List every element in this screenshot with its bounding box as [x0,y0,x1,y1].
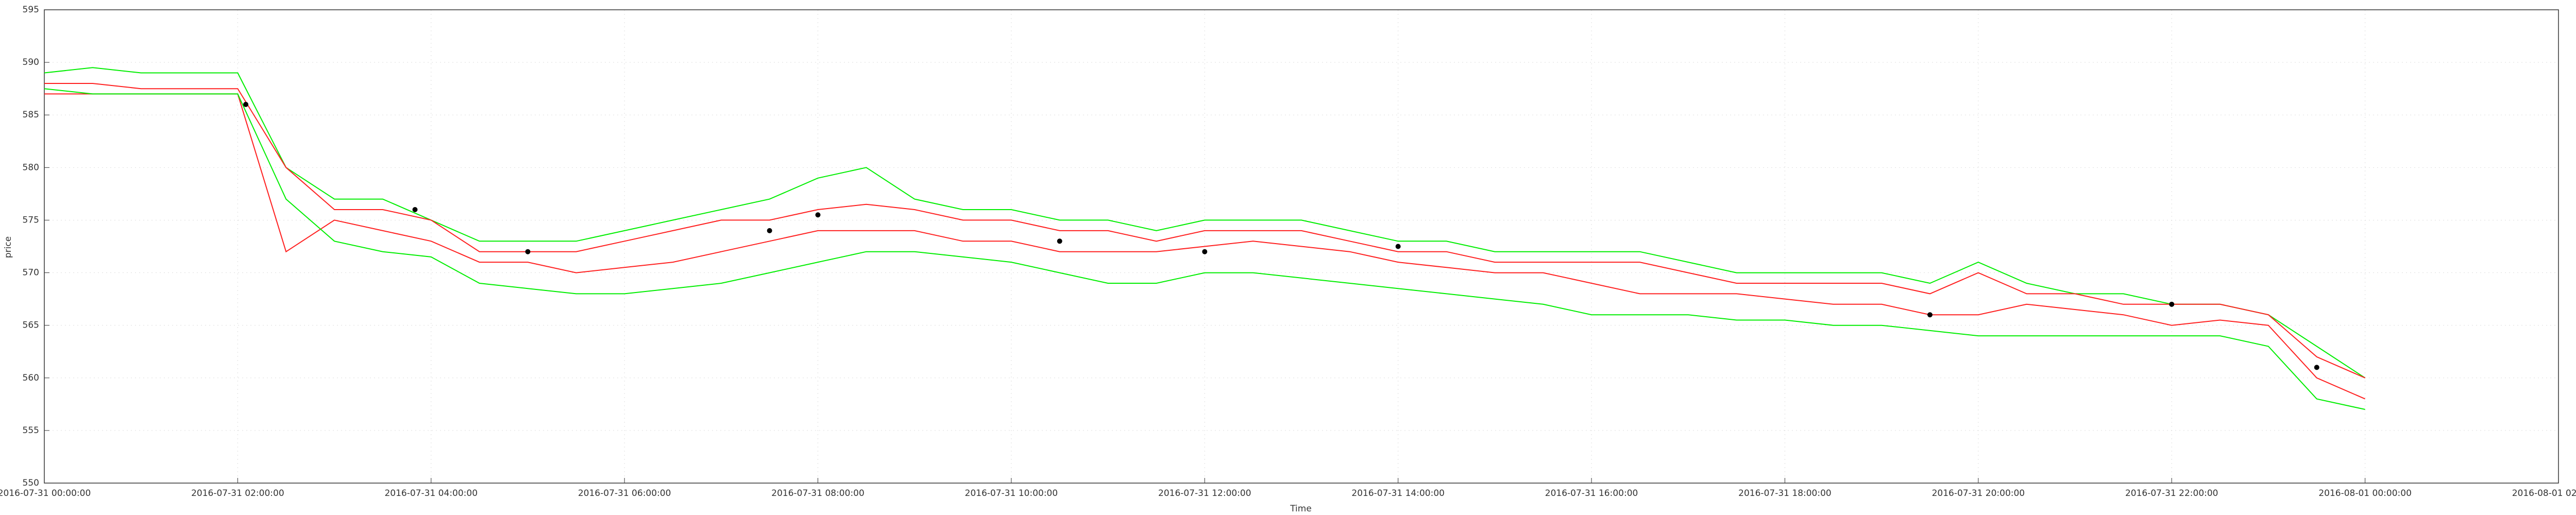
y-tick-label: 575 [23,215,39,225]
x-axis-label: Time [1290,504,1312,514]
x-tick-label: 2016-08-01 00:00:00 [2318,488,2412,499]
x-tick-label: 2016-07-31 10:00:00 [965,488,1058,499]
x-tick-label: 2016-07-31 16:00:00 [1545,488,1638,499]
trade-point [525,249,531,254]
y-tick-label: 570 [23,268,39,278]
price-line [44,83,2365,379]
x-tick-label: 2016-08-01 02:00:00 [2512,488,2576,499]
y-tick-label: 550 [23,478,39,488]
x-tick-label: 2016-07-31 22:00:00 [2125,488,2218,499]
trade-point [1202,249,1208,254]
y-tick-label: 560 [23,373,39,383]
trade-point [1395,244,1401,249]
x-tick-label: 2016-07-31 04:00:00 [384,488,478,499]
y-tick-label: 590 [23,57,39,67]
trade-point [412,207,418,213]
y-tick-label: 565 [23,320,39,331]
x-tick-label: 2016-07-31 00:00:00 [0,488,91,499]
x-tick-label: 2016-07-31 18:00:00 [1738,488,1832,499]
trade-point [767,228,772,233]
trade-point [1057,238,1062,244]
x-tick-label: 2016-07-31 08:00:00 [771,488,865,499]
price-line [44,93,2365,400]
y-axis-label: price [3,236,13,258]
y-tick-label: 555 [23,425,39,436]
trade-point [2314,365,2319,370]
price-line [44,88,2365,410]
x-tick-label: 2016-07-31 06:00:00 [578,488,671,499]
x-tick-label: 2016-07-31 02:00:00 [191,488,284,499]
plot-frame [44,9,2559,484]
y-tick-label: 595 [23,5,39,15]
x-tick-label: 2016-07-31 14:00:00 [1351,488,1445,499]
trade-point [2169,301,2175,307]
trade-point [815,212,821,218]
trade-point [1927,312,1933,318]
x-tick-label: 2016-07-31 20:00:00 [1932,488,2025,499]
y-tick-label: 585 [23,110,39,120]
trade-point [243,101,249,107]
y-tick-label: 580 [23,162,39,173]
x-tick-label: 2016-07-31 12:00:00 [1158,488,1251,499]
